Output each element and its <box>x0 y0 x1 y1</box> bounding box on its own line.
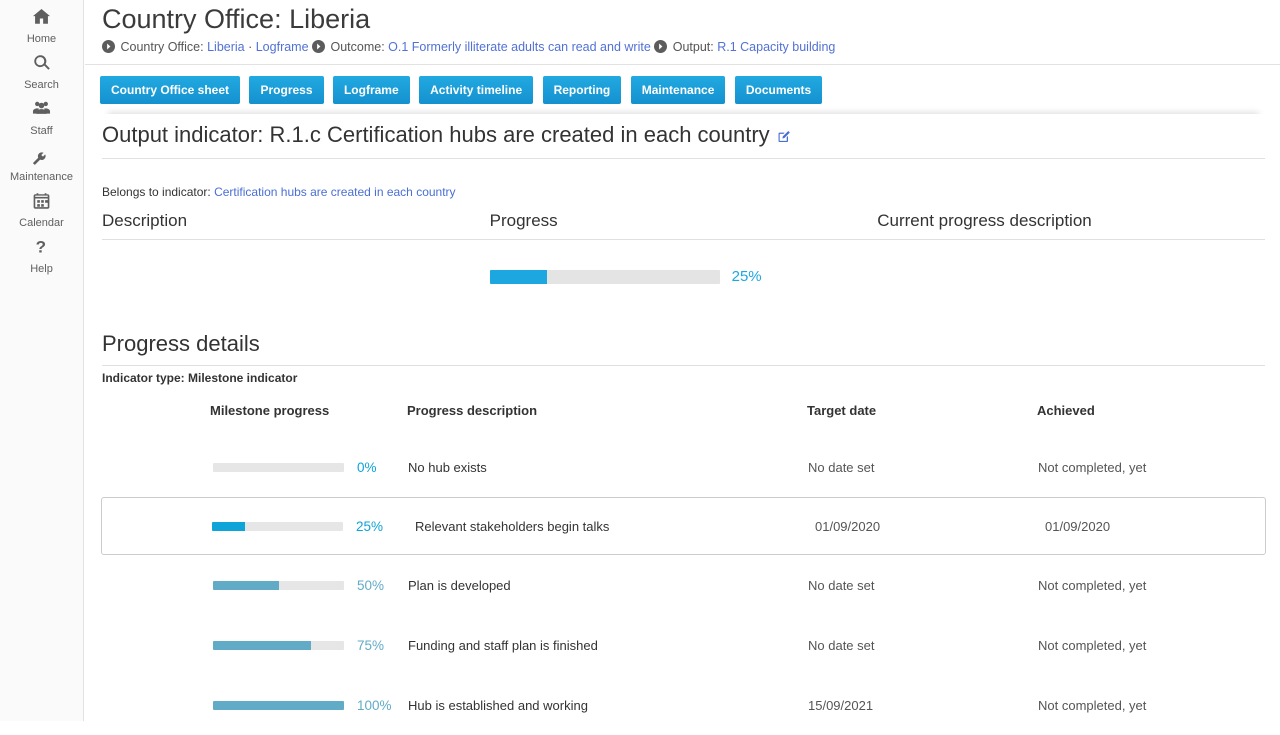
svg-text:?: ? <box>36 237 46 256</box>
